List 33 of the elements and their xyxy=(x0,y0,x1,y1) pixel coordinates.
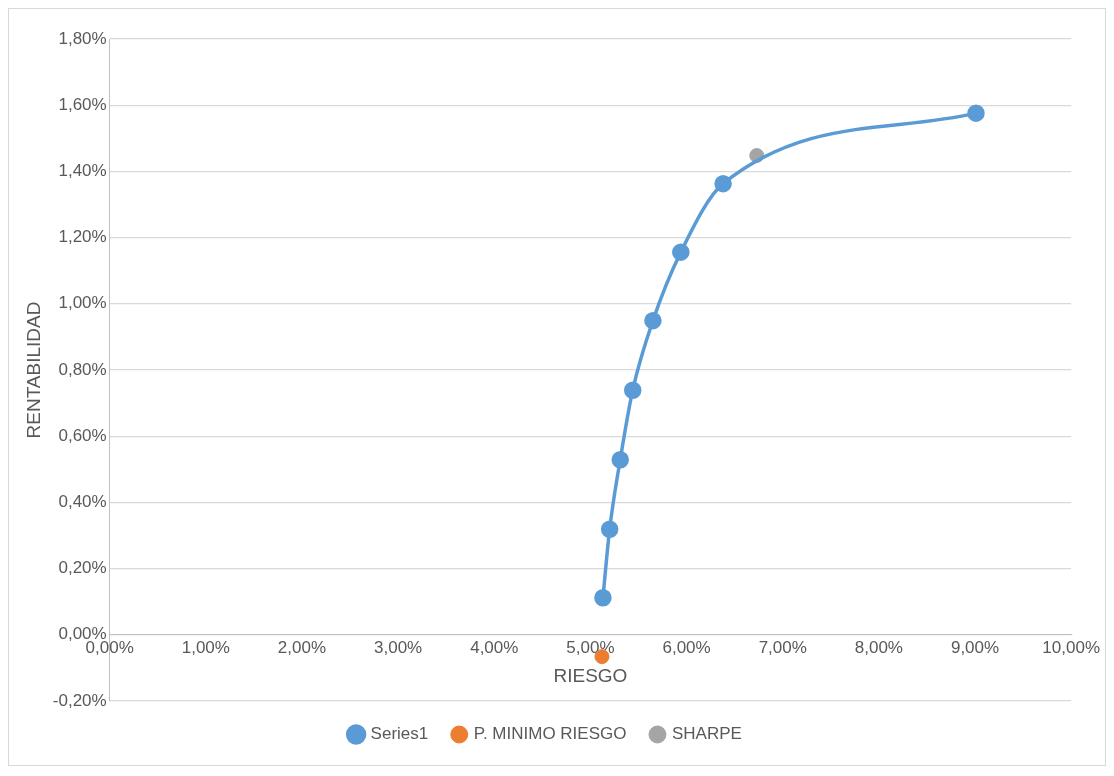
y-tick-label: -0,20% xyxy=(52,690,107,710)
x-tick-label: 3,00% xyxy=(374,637,423,657)
x-axis-title: RIESGO xyxy=(553,664,628,686)
point xyxy=(714,174,732,193)
point xyxy=(623,381,642,399)
x-tick-label: 5,00% xyxy=(566,637,615,657)
point xyxy=(594,588,612,607)
y-tick-label: 0,40% xyxy=(58,492,107,512)
y-tick-label: 0,80% xyxy=(58,359,107,379)
y-tick-label: 1,00% xyxy=(58,293,107,313)
legend-label: Series1 xyxy=(370,724,429,744)
x-tick-label: 4,00% xyxy=(470,637,519,657)
y-tick-label: 1,60% xyxy=(58,94,107,114)
point xyxy=(967,104,985,122)
y-axis-title: RENTABILIDAD xyxy=(22,301,44,439)
y-tick-label: 1,40% xyxy=(58,161,107,181)
x-tick-label: 2,00% xyxy=(277,637,327,657)
y-tick-label: 0,20% xyxy=(58,558,107,578)
x-tick-label: 7,00% xyxy=(758,637,807,657)
y-tick-label: 1,20% xyxy=(58,227,107,247)
x-tick-label: 9,00% xyxy=(950,637,1000,657)
legend-label: SHARPE xyxy=(671,724,742,744)
point xyxy=(644,311,662,330)
y-tick-label: 0,60% xyxy=(58,425,107,445)
legend-label: P. MINIMO RIESGO xyxy=(473,724,627,744)
point xyxy=(611,450,629,469)
x-tick-label: 10,00% xyxy=(1042,637,1101,657)
x-tick-label: 1,00% xyxy=(181,637,230,657)
y-tick-label: 1,80% xyxy=(58,28,107,48)
point xyxy=(600,520,619,538)
x-tick-label: 8,00% xyxy=(854,637,903,657)
point xyxy=(672,243,690,261)
x-tick-label: 6,00% xyxy=(662,637,711,657)
